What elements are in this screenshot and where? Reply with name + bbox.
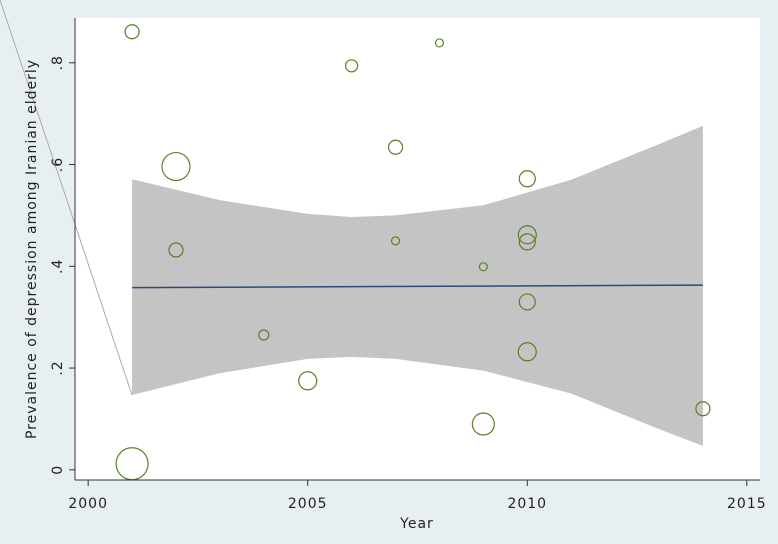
bubble xyxy=(168,242,184,258)
y-tick-label: .2 xyxy=(50,360,66,375)
y-tick-label: .8 xyxy=(50,55,66,70)
x-tick-label: 2000 xyxy=(68,496,108,512)
x-axis-title: Year xyxy=(399,516,434,532)
bubble xyxy=(517,342,537,362)
x-tick-label: 2010 xyxy=(507,496,547,512)
bubble xyxy=(298,371,318,391)
y-tick-label: 0 xyxy=(50,465,66,475)
bubble xyxy=(478,262,488,272)
bubble xyxy=(390,236,401,246)
bubble xyxy=(471,412,495,436)
bubble xyxy=(518,233,536,251)
bubble xyxy=(258,329,270,341)
bubble xyxy=(387,139,404,155)
bubble xyxy=(695,401,711,417)
fit-line xyxy=(132,284,703,289)
marks xyxy=(115,24,711,481)
x-tick-label: 2015 xyxy=(727,496,767,512)
bubble xyxy=(345,59,359,73)
bubble xyxy=(434,38,445,48)
bubble xyxy=(518,293,536,311)
bubble xyxy=(518,170,536,188)
bubble xyxy=(161,151,191,182)
y-axis-title: Prevalence of depression among Iranian e… xyxy=(24,59,40,439)
y-tick-label: .4 xyxy=(50,259,66,274)
bubble xyxy=(124,24,140,40)
stray-line xyxy=(0,0,133,396)
x-tick-label: 2005 xyxy=(288,496,328,512)
bubble xyxy=(517,225,537,245)
y-tick-label: .6 xyxy=(50,157,66,172)
